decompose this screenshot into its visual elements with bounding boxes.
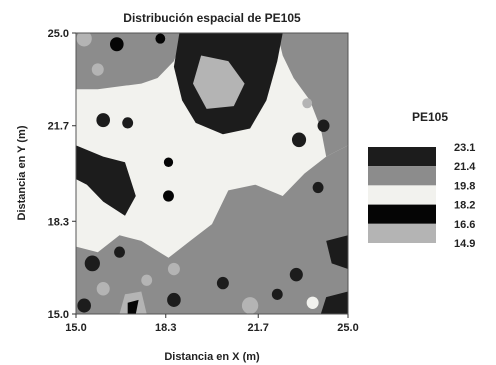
contour-spot-26 [96, 281, 110, 296]
legend-level-label: 16.6 [454, 219, 475, 231]
legend-level-label: 19.8 [454, 180, 475, 192]
legend-swatch [368, 166, 436, 186]
legend: 23.1 21.4 19.8 18.2 16.6 14.9 [368, 142, 476, 250]
chart-title: Distribución espacial de PE105 [123, 11, 301, 25]
contour-spot-27 [141, 274, 153, 286]
y-tick-label: 18.3 [48, 216, 69, 228]
contour-spot-32 [77, 298, 91, 313]
x-axis-label: Distancia en X (m) [164, 351, 260, 363]
y-axis-label: Distancia en Y (m) [16, 125, 28, 220]
contour-spot-12 [122, 117, 134, 129]
x-tick-label: 15.0 [65, 322, 86, 334]
legend-title: PE105 [412, 110, 448, 124]
contour-spot-16 [155, 33, 166, 44]
contour-region-3 [76, 145, 348, 314]
contour-spot-19 [302, 98, 313, 109]
contour-spot-22 [312, 181, 324, 194]
legend-level-label: 21.4 [454, 161, 476, 173]
y-tick-label: 25.0 [48, 28, 69, 40]
contour-spot-21 [163, 190, 174, 202]
contour-spot-23 [84, 255, 100, 272]
contour-spot-18 [317, 119, 330, 132]
contour-region-5 [193, 55, 245, 109]
contour-spot-30 [289, 267, 303, 282]
contour-region-6 [76, 145, 136, 216]
contour-spot-34 [306, 296, 319, 309]
y-axis-ticks: 15.0 18.3 21.7 25.0 [48, 28, 76, 321]
contour-spot-31 [271, 288, 283, 300]
legend-swatch [368, 223, 436, 243]
contour-spot-17 [291, 132, 307, 148]
contour-region-7 [326, 235, 348, 269]
legend-swatch [368, 204, 436, 224]
contour-region-8 [320, 291, 348, 314]
contour-spot-14 [91, 63, 104, 76]
legend-level-label: 18.2 [454, 200, 475, 212]
legend-swatch [368, 147, 436, 167]
legend-level-label: 14.9 [454, 238, 475, 250]
contour-spot-24 [114, 246, 125, 258]
contour-spot-13 [76, 33, 92, 47]
plot-area [76, 33, 348, 314]
contour-region-10 [127, 299, 139, 314]
contour-spot-25 [167, 262, 180, 276]
contour-spot-15 [110, 37, 124, 52]
y-tick-label: 15.0 [48, 309, 69, 321]
plot-frame [75, 32, 349, 315]
contour-spot-29 [216, 276, 229, 290]
contour-spot-28 [167, 292, 181, 307]
x-tick-label: 18.3 [155, 322, 176, 334]
x-tick-label: 25.0 [337, 322, 358, 334]
contour-spot-20 [163, 157, 174, 168]
legend-level-label: 23.1 [454, 142, 475, 154]
y-tick-label: 21.7 [48, 121, 69, 133]
contour-region-1 [76, 33, 185, 90]
legend-swatch [368, 185, 436, 205]
contour-spot-33 [241, 297, 259, 314]
contour-region-2 [277, 33, 348, 157]
x-tick-label: 21.7 [248, 322, 269, 334]
contour-spot-11 [96, 113, 110, 128]
x-axis-ticks: 15.0 18.3 21.7 25.0 [65, 314, 359, 334]
